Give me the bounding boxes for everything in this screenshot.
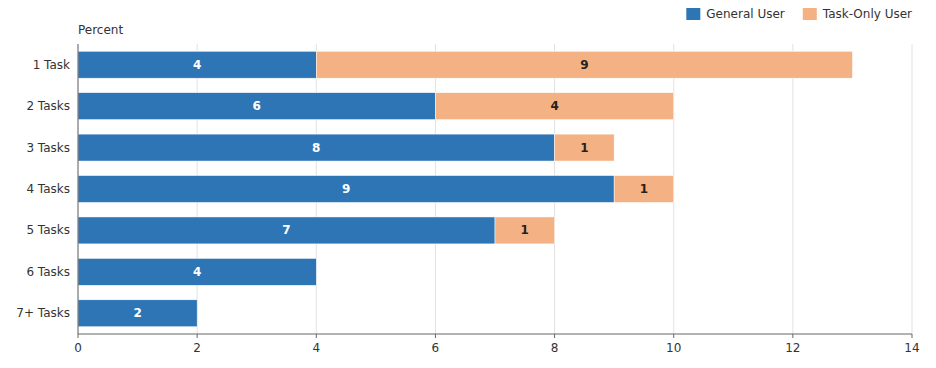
data-label: 1	[580, 141, 588, 155]
legend-label: General User	[706, 7, 785, 21]
bar	[78, 176, 614, 203]
x-tick-label: 8	[551, 341, 559, 355]
bar	[435, 93, 673, 120]
y-tick-label: 7+ Tasks	[16, 306, 70, 320]
data-labels: 4 6 8 9 7 4 2 9 4 1 1 1	[133, 58, 648, 321]
data-label: 1	[521, 223, 529, 237]
data-label: 4	[550, 99, 558, 113]
bar	[78, 258, 316, 285]
x-tick	[197, 334, 198, 338]
bar	[78, 93, 435, 120]
x-tick	[792, 334, 793, 338]
data-label: 2	[133, 306, 141, 320]
series-bars	[316, 51, 852, 244]
legend: General User Task-Only User	[686, 7, 912, 21]
x-tick-label: 2	[193, 341, 201, 355]
y-tick-label: 6 Tasks	[26, 265, 70, 279]
x-tick-label: 6	[432, 341, 440, 355]
legend-item: Task-Only User	[803, 7, 912, 21]
chart-svg: 0 2 4 6 8 10 12 14 4 6 8 9 7 4 2 9 4 1 1 1 1 Task 2 Tasks 3 Ta…	[0, 0, 936, 368]
page: {"chart_data": {"type": "bar", "orientat…	[0, 0, 936, 368]
x-tick-label: 10	[666, 341, 681, 355]
x-tick	[673, 334, 674, 338]
bar	[555, 134, 615, 161]
y-tick-label: 3 Tasks	[26, 141, 70, 155]
data-label: 9	[342, 182, 350, 196]
x-axis-line	[78, 334, 912, 335]
x-tick	[912, 334, 913, 338]
x-tick	[554, 334, 555, 338]
bar	[495, 217, 555, 244]
grid	[78, 44, 912, 334]
x-tick-label: 14	[904, 341, 919, 355]
y-tick-label: 1 Task	[33, 58, 70, 72]
bar	[78, 300, 197, 327]
bars	[78, 51, 852, 327]
y-tick-label: 2 Tasks	[26, 99, 70, 113]
axis-label: Percent	[78, 23, 123, 37]
data-label: 1	[640, 182, 648, 196]
x-tick-label: 0	[74, 341, 82, 355]
y-tick-label: 5 Tasks	[26, 223, 70, 237]
grid-line	[792, 44, 793, 334]
bar	[614, 176, 674, 203]
data-label: 7	[282, 223, 290, 237]
legend-swatch	[803, 8, 817, 20]
x-tick-label: 4	[312, 341, 320, 355]
legend-label: Task-Only User	[822, 7, 912, 21]
data-label: 4	[193, 58, 201, 72]
x-tick	[316, 334, 317, 338]
x-tick-label: 12	[785, 341, 800, 355]
grid-line	[78, 44, 79, 334]
data-label: 4	[193, 265, 201, 279]
bar	[316, 258, 317, 285]
data-label: 6	[253, 99, 261, 113]
grid-line	[912, 44, 913, 334]
data-label: 8	[312, 141, 320, 155]
y-tick-label: 4 Tasks	[26, 182, 70, 196]
bar	[78, 134, 555, 161]
bar	[78, 51, 316, 78]
bar	[197, 300, 198, 327]
x-axis: 0 2 4 6 8 10 12 14	[74, 334, 919, 355]
bar	[316, 51, 852, 78]
x-tick	[435, 334, 436, 338]
chart-container: 0 2 4 6 8 10 12 14 4 6 8 9 7 4 2 9 4 1 1 1 1 Task 2 Tasks 3 Ta…	[0, 0, 936, 368]
bar	[78, 217, 495, 244]
legend-swatch	[686, 8, 700, 20]
y-axis: 1 Task 2 Tasks 3 Tasks 4 Tasks 5 Tasks 6 Task…	[16, 44, 78, 334]
y-axis-line	[78, 44, 79, 334]
x-tick	[78, 334, 79, 338]
data-label: 9	[580, 58, 588, 72]
legend-item: General User	[686, 7, 785, 21]
